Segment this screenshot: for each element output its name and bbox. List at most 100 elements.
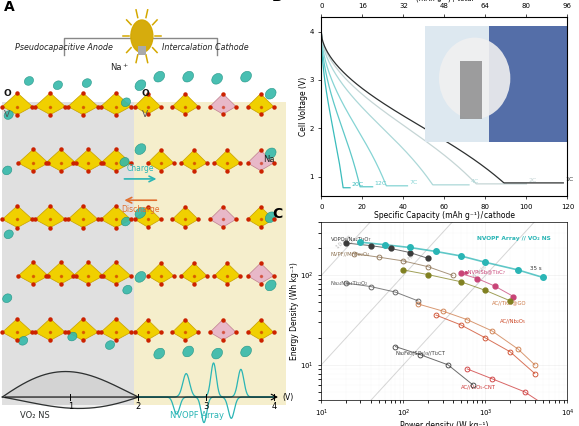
Ellipse shape — [265, 148, 276, 159]
Ellipse shape — [265, 212, 276, 223]
Ellipse shape — [135, 144, 146, 155]
Text: ●NVP₅Sb@Ti₃C₇: ●NVP₅Sb@Ti₃C₇ — [464, 269, 506, 274]
Text: 2: 2 — [135, 402, 141, 411]
Text: B: B — [272, 0, 283, 4]
Text: 35 s: 35 s — [530, 266, 541, 271]
Ellipse shape — [4, 230, 13, 239]
Polygon shape — [248, 150, 273, 170]
Ellipse shape — [212, 348, 222, 359]
Text: (V): (V) — [283, 394, 294, 403]
Polygon shape — [214, 150, 240, 170]
Text: 1C: 1C — [565, 177, 573, 182]
Text: VO₂ NS: VO₂ NS — [20, 412, 50, 420]
Text: Na₂Fe₂(SO₄)₃//Ti₂CT: Na₂Fe₂(SO₄)₃//Ti₂CT — [395, 351, 445, 356]
Ellipse shape — [135, 271, 146, 282]
Polygon shape — [101, 319, 131, 340]
Text: A: A — [5, 0, 15, 14]
Polygon shape — [35, 319, 65, 340]
Polygon shape — [101, 149, 131, 171]
Circle shape — [131, 20, 153, 52]
Text: +: + — [122, 63, 127, 68]
Ellipse shape — [154, 71, 164, 82]
Polygon shape — [2, 93, 32, 115]
Ellipse shape — [123, 285, 132, 294]
Ellipse shape — [212, 73, 222, 84]
Text: 1 Hr: 1 Hr — [404, 254, 415, 265]
Y-axis label: Cell Voltage (V): Cell Voltage (V) — [299, 77, 308, 136]
Polygon shape — [101, 93, 131, 115]
Text: Charge: Charge — [127, 164, 154, 173]
Polygon shape — [210, 94, 236, 114]
Polygon shape — [248, 320, 273, 340]
Polygon shape — [101, 206, 131, 227]
Ellipse shape — [265, 280, 276, 291]
Polygon shape — [248, 263, 273, 284]
Ellipse shape — [4, 111, 13, 119]
Polygon shape — [35, 206, 65, 227]
Polygon shape — [210, 207, 236, 227]
Text: AC//Nb₂O₅: AC//Nb₂O₅ — [500, 318, 526, 323]
Text: AC//TiO₂@GO: AC//TiO₂@GO — [492, 301, 526, 306]
Text: O: O — [3, 89, 11, 98]
Polygon shape — [181, 150, 207, 170]
Polygon shape — [18, 262, 49, 284]
Text: NVOPF Array: NVOPF Array — [170, 412, 224, 420]
Ellipse shape — [183, 346, 193, 357]
Polygon shape — [214, 263, 240, 284]
Ellipse shape — [241, 71, 251, 82]
Ellipse shape — [154, 348, 164, 359]
Text: 3: 3 — [204, 402, 209, 411]
Ellipse shape — [53, 81, 63, 89]
Polygon shape — [68, 319, 98, 340]
Ellipse shape — [265, 88, 276, 99]
Text: 20C: 20C — [351, 182, 364, 187]
Text: Discharge: Discharge — [121, 205, 160, 214]
Text: 1: 1 — [68, 402, 73, 411]
Polygon shape — [148, 150, 174, 170]
Polygon shape — [35, 93, 65, 115]
Text: NVPF//MnFe₂O₄: NVPF//MnFe₂O₄ — [331, 252, 370, 257]
Text: Na₂₄Na₂₄Ti₁₂O₂: Na₂₄Na₂₄Ti₁₂O₂ — [331, 281, 368, 285]
Ellipse shape — [3, 166, 12, 175]
Polygon shape — [210, 320, 236, 340]
Polygon shape — [134, 207, 161, 227]
Bar — [138, 46, 146, 55]
FancyBboxPatch shape — [2, 102, 134, 405]
Polygon shape — [181, 263, 207, 284]
Polygon shape — [68, 206, 98, 227]
Text: VOPO₄/Na₂Ti₃O₇: VOPO₄/Na₂Ti₃O₇ — [331, 236, 371, 241]
Ellipse shape — [241, 346, 251, 357]
FancyBboxPatch shape — [134, 102, 286, 405]
Ellipse shape — [120, 158, 129, 166]
Polygon shape — [248, 207, 273, 227]
Text: O: O — [142, 89, 149, 98]
X-axis label: Power density (W kg⁻¹): Power density (W kg⁻¹) — [400, 421, 489, 426]
Ellipse shape — [183, 71, 193, 82]
Ellipse shape — [135, 207, 146, 219]
Ellipse shape — [82, 79, 91, 87]
Polygon shape — [73, 149, 103, 171]
Polygon shape — [148, 263, 174, 284]
Text: Pseudocapacitive Anode: Pseudocapacitive Anode — [14, 43, 113, 52]
Ellipse shape — [68, 332, 77, 341]
Text: 4C: 4C — [471, 179, 479, 184]
Text: 12C: 12C — [374, 181, 387, 186]
Polygon shape — [46, 149, 76, 171]
Polygon shape — [46, 262, 76, 284]
Ellipse shape — [24, 77, 34, 85]
Y-axis label: Energy Density (Wh kg⁻¹): Energy Density (Wh kg⁻¹) — [290, 262, 299, 360]
Ellipse shape — [105, 341, 115, 349]
Text: NVOPF Array // VO₂ NS: NVOPF Array // VO₂ NS — [478, 236, 551, 241]
Polygon shape — [173, 207, 198, 227]
Text: C: C — [272, 207, 283, 221]
Ellipse shape — [122, 217, 130, 226]
Ellipse shape — [135, 80, 146, 91]
Polygon shape — [68, 93, 98, 115]
Ellipse shape — [19, 337, 28, 345]
Ellipse shape — [3, 294, 12, 302]
Text: 10 Hrs: 10 Hrs — [336, 234, 353, 250]
Text: 6 min: 6 min — [472, 265, 488, 279]
Polygon shape — [134, 94, 161, 114]
Polygon shape — [2, 319, 32, 340]
Text: V: V — [142, 110, 148, 119]
